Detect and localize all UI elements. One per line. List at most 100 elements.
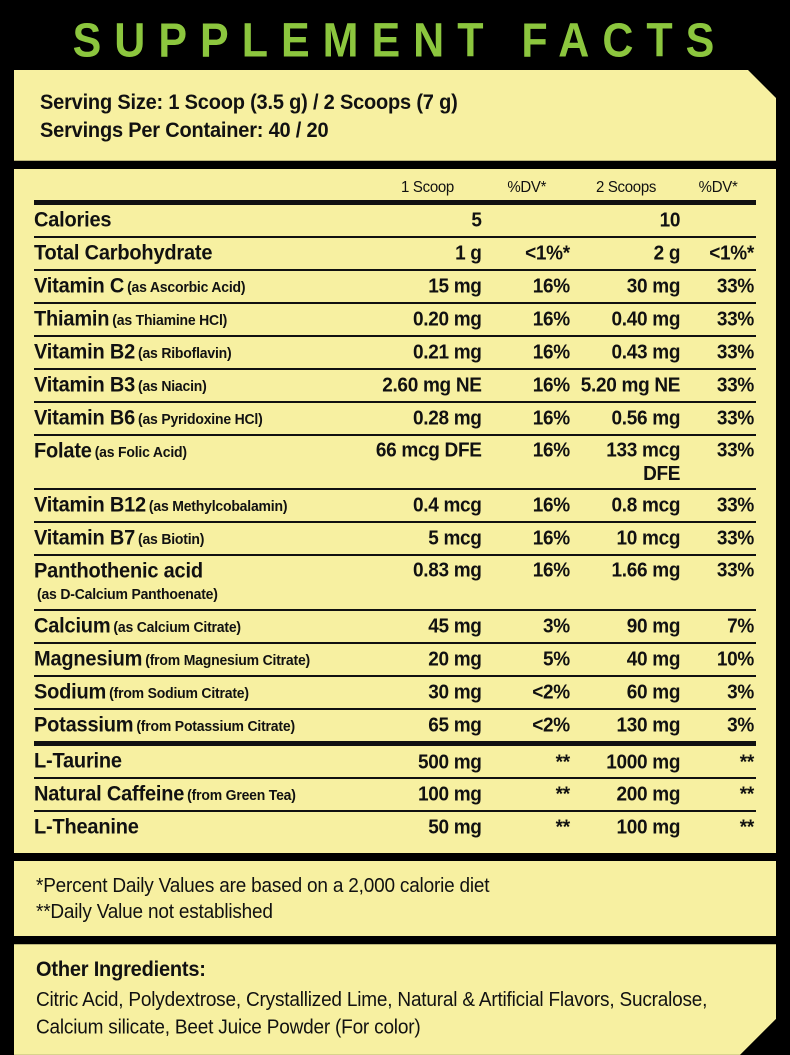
serving-size-line: Serving Size: 1 Scoop (3.5 g) / 2 Scoops… — [40, 91, 458, 115]
column-header-dv-1-scoop: %DV* — [481, 176, 572, 206]
label-title-bar: SUPPLEMENT FACTS — [14, 14, 776, 70]
dv-1-scoop-cell: 16% — [481, 301, 572, 338]
dv-1-scoop-cell: 5% — [481, 642, 572, 679]
nutrient-name-cell: Vitamin B12 (as Methylcobalamin) — [34, 489, 374, 524]
dv-1-scoop-cell: 16% — [481, 334, 572, 371]
table-row: L-Taurine 500 mg ** 1000 mg ** — [34, 742, 756, 781]
nutrient-name-cell: Total Carbohydrate — [34, 236, 374, 271]
dv-2-scoops-cell: 33% — [680, 334, 756, 371]
supplement-facts-table: 1 Scoop %DV* 2 Scoops %DV* Calories 5 10 To… — [34, 176, 756, 844]
nutrient-name-cell: Folate (as Folic Acid) — [34, 434, 374, 491]
dv-2-scoops-cell: 33% — [680, 488, 756, 525]
table-body: Calories 5 10 Total Carbohydrate 1 g <1%* 2 g <… — [34, 201, 756, 843]
nutrient-name: Vitamin C — [34, 274, 125, 298]
nutrient-name: Natural Caffeine — [34, 782, 185, 806]
footnote-daily-values: *Percent Daily Values are based on a 2,0… — [36, 875, 490, 898]
table-row: Vitamin C (as Ascorbic Acid) 15 mg 16% 30 mg… — [34, 268, 756, 305]
amount-2-scoops-cell: 200 mg — [571, 777, 680, 814]
amount-2-scoops-cell: 40 mg — [571, 642, 680, 679]
nutrient-name: Calcium — [34, 614, 111, 638]
dv-1-scoop-cell: 16% — [481, 367, 572, 404]
nutrient-name-cell: Magnesium (from Magnesium Citrate) — [34, 643, 374, 678]
amount-2-scoops-cell: 5.20 mg NE — [571, 367, 680, 404]
table-row: Folate (as Folic Acid) 66 mcg DFE 16% 133 mc… — [34, 433, 756, 493]
dv-2-scoops-cell: 33% — [680, 400, 756, 437]
nutrient-name: Magnesium — [34, 647, 143, 671]
amount-2-scoops-cell: 0.40 mg — [571, 301, 680, 338]
nutrient-name-cell: L-Taurine — [34, 743, 374, 780]
dv-1-scoop-cell: 16% — [481, 553, 572, 614]
table-row: Sodium (from Sodium Citrate) 30 mg <2% 60 mg… — [34, 675, 756, 712]
nutrient-source: (as Thiamine HCl) — [112, 311, 228, 329]
nutrient-name-cell: Vitamin B2 (as Riboflavin) — [34, 335, 374, 370]
amount-1-scoop-cell: 20 mg — [373, 642, 482, 679]
dv-2-scoops-cell: ** — [739, 816, 755, 839]
dv-1-scoop-cell: ** — [555, 816, 571, 839]
amount-2-scoops-cell: 130 mg — [571, 708, 680, 748]
table-row: Magnesium (from Magnesium Citrate) 20 mg 5%… — [34, 642, 756, 679]
nutrient-name-cell: Calcium (as Calcium Citrate) — [34, 610, 374, 645]
amount-2-scoops-cell: 1.66 mg — [571, 553, 680, 614]
dv-1-scoop-cell: <2% — [481, 675, 572, 712]
table-row: Vitamin B6 (as Pyridoxine HCl) 0.28 mg 16% 0… — [34, 400, 756, 437]
amount-2-scoops-cell: 100 mg — [616, 816, 681, 839]
nutrient-name: Vitamin B6 — [34, 406, 135, 430]
footnotes-panel: *Percent Daily Values are based on a 2,0… — [14, 861, 776, 937]
nutrient-name: Total Carbohydrate — [34, 241, 213, 265]
amount-1-scoop-cell: 50 mg — [428, 816, 482, 839]
dv-1-scoop-cell: ** — [481, 777, 572, 814]
nutrient-source: (as Riboflavin) — [138, 344, 232, 362]
nutrient-source: (as Methylcobalamin) — [148, 498, 288, 515]
nutrient-source: (as Folic Acid) — [94, 443, 187, 461]
dv-2-scoops-cell: 33% — [680, 268, 756, 305]
amount-1-scoop-cell: 1 g — [373, 235, 482, 272]
dv-2-scoops-cell: 7% — [680, 609, 756, 646]
amount-1-scoop-cell: 45 mg — [373, 609, 482, 646]
nutrient-name-cell: Vitamin B3 (as Niacin) — [34, 368, 374, 403]
amount-2-scoops-cell: 10 mcg — [571, 521, 680, 558]
dv-2-scoops-cell: ** — [680, 777, 756, 814]
nutrition-table-panel: 1 Scoop %DV* 2 Scoops %DV* Calories 5 10 To… — [14, 168, 776, 854]
table-row: Thiamin (as Thiamine HCl) 0.20 mg 16% 0.40 m… — [34, 301, 756, 338]
amount-2-scoops-cell: 90 mg — [571, 609, 680, 646]
table-row: Vitamin B2 (as Riboflavin) 0.21 mg 16% 0.43 … — [34, 334, 756, 371]
column-header-amount-1-scoop: 1 Scoop — [373, 176, 482, 206]
nutrient-name-cell: Thiamin (as Thiamine HCl) — [34, 302, 374, 337]
dv-2-scoops-cell: 10% — [680, 642, 756, 679]
amount-2-scoops-cell: 30 mg — [571, 268, 680, 305]
table-row: Calcium (as Calcium Citrate) 45 mg 3% 90 mg 7… — [34, 609, 756, 646]
nutrient-source: (as Niacin) — [138, 377, 207, 395]
table-header: 1 Scoop %DV* 2 Scoops %DV* — [34, 176, 756, 206]
dv-2-scoops-cell: 33% — [680, 433, 756, 493]
dv-1-scoop-cell: 16% — [481, 400, 572, 437]
nutrient-name: Thiamin — [34, 307, 110, 331]
dv-2-scoops-cell: 3% — [680, 675, 756, 712]
dv-1-scoop-cell: 16% — [481, 433, 572, 493]
nutrient-name-cell: L-Theanine — [34, 811, 373, 843]
amount-2-scoops-cell: 133 mcg DFE — [571, 433, 680, 493]
nutrient-name-cell: Potassium (from Potassium Citrate) — [34, 709, 374, 747]
amount-1-scoop-cell: 100 mg — [373, 777, 482, 814]
other-ingredients-heading: Other Ingredients: — [36, 958, 206, 982]
column-header-amount-2-scoops: 2 Scoops — [571, 176, 681, 206]
table-row: Panthothenic acid (as D-Calcium Panthoena… — [34, 553, 756, 614]
nutrient-name: Potassium — [34, 713, 134, 737]
page-title: SUPPLEMENT FACTS — [72, 13, 728, 68]
nutrient-source: (from Sodium Citrate) — [109, 684, 249, 702]
nutrient-name: Vitamin B2 — [34, 340, 135, 364]
nutrient-source: (from Potassium Citrate) — [136, 717, 295, 735]
table-row: Vitamin B3 (as Niacin) 2.60 mg NE 16% 5.20 m… — [34, 367, 756, 404]
other-ingredients-panel: Other Ingredients: Citric Acid, Polydext… — [14, 944, 776, 1055]
nutrient-name: Folate — [34, 439, 92, 463]
column-header-dv-2-scoops: %DV* — [680, 176, 756, 206]
nutrient-name-cell: Vitamin B6 (as Pyridoxine HCl) — [34, 401, 374, 436]
table-row: Natural Caffeine (from Green Tea) 100 mg **… — [34, 777, 756, 814]
table-row: Vitamin B12 (as Methylcobalamin) 0.4 mcg 16… — [34, 488, 756, 525]
dv-1-scoop-cell: 3% — [481, 609, 572, 646]
amount-1-scoop-cell: 2.60 mg NE — [373, 367, 482, 404]
nutrient-name: L-Taurine — [34, 749, 122, 773]
nutrient-name: Sodium — [34, 680, 107, 704]
serving-info-panel: Serving Size: 1 Scoop (3.5 g) / 2 Scoops… — [14, 70, 776, 161]
dv-1-scoop-cell: <1%* — [481, 235, 572, 272]
nutrient-name-cell: Panthothenic acid (as D-Calcium Panthoena… — [34, 555, 374, 612]
